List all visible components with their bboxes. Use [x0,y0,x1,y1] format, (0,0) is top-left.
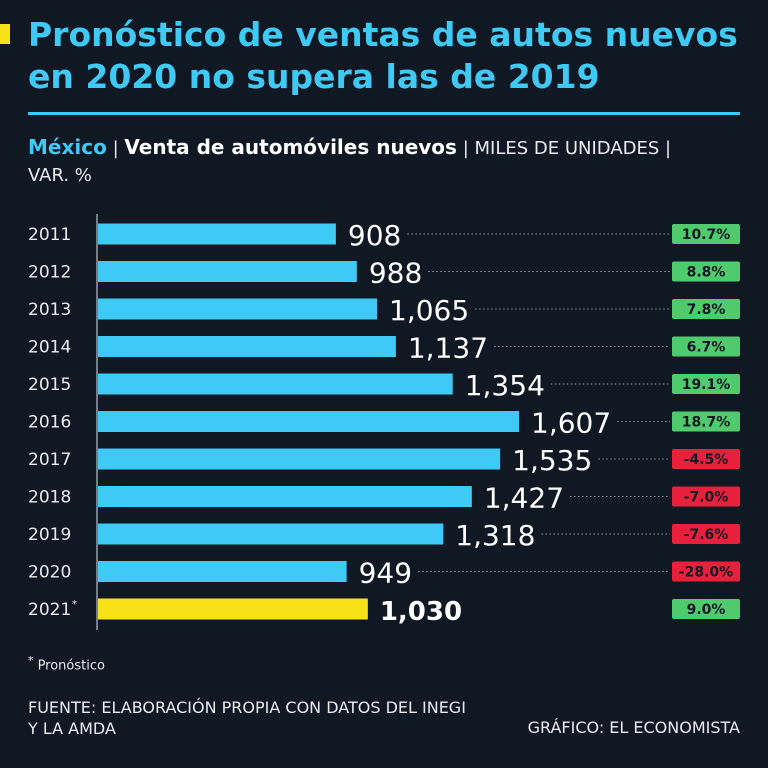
var-badge [672,599,740,619]
bar [98,373,453,395]
var-badge-label: 10.7% [682,227,731,243]
value-label: 949 [359,557,412,590]
var-badge-label: 6.7% [687,340,726,356]
year-label: 2020 [28,563,71,583]
year-label: 2021 [28,600,71,620]
subtitle-metric: Venta de automóviles nuevos [124,135,457,159]
bar [98,411,519,432]
bar [98,486,472,507]
year-label: 2016 [28,413,71,433]
bar-chart: 2011 908 10.7% 2012 988 8.8% 2013 1,065 7.8% 2014… [28,214,740,630]
value-label: 1,354 [465,369,545,402]
year-footnote-mark: * [72,599,77,610]
subtitle-separator: | [462,138,469,159]
value-label: 1,030 [380,597,462,627]
subtitle-separator: | [112,138,119,159]
bar [98,448,501,470]
var-badge-label: 18.7% [682,415,731,431]
var-badge-label: 19.1% [682,377,731,393]
var-badge-label: -7.6% [684,527,729,543]
chart-subtitle: México | Venta de automóviles nuevos | M… [28,134,748,189]
year-label: 2014 [28,338,71,358]
var-badge [672,336,740,357]
bar [98,223,336,245]
value-label: 988 [369,257,422,290]
value-label: 1,065 [389,294,469,327]
year-label: 2017 [28,450,71,470]
bar [98,598,368,620]
subtitle-separator: | [665,138,672,159]
var-badge [672,374,740,394]
var-badge-label: 8.8% [687,265,726,281]
var-badge [672,261,740,282]
footnote-text: Pronóstico [37,658,105,674]
bar [98,336,396,357]
value-label: 1,535 [512,444,592,477]
var-badge [672,224,740,244]
var-badge-label: 7.8% [687,302,726,318]
year-label: 2015 [28,375,71,395]
year-label: 2013 [28,300,71,320]
var-badge [672,561,740,582]
subtitle-units: MILES DE UNIDADES [474,138,660,159]
year-label: 2018 [28,488,71,508]
chart-title: Pronóstico de ventas de autos nuevos en … [28,15,738,96]
year-label: 2011 [28,225,71,245]
bar [98,261,357,282]
var-badge [672,486,740,507]
subtitle-country: México [28,135,107,159]
value-label: 1,137 [408,332,488,365]
var-badge [672,299,740,319]
year-label: 2012 [28,263,71,283]
var-badge-label: -4.5% [684,452,729,468]
bar [98,561,347,582]
var-badge [672,524,740,544]
footnote-mark: * [28,654,34,667]
bar [98,298,378,320]
value-label: 1,318 [455,519,535,552]
var-badge-label: -7.0% [684,490,729,506]
var-badge [672,411,740,432]
source-note: FUENTE: ELABORACIÓN PROPIA CON DATOS DEL… [28,698,466,738]
var-badge-label: 9.0% [687,602,726,618]
title-accent-marker [0,24,10,44]
var-badge [672,449,740,469]
bar [98,523,444,545]
footnote: * Pronóstico [28,654,105,673]
value-label: 908 [348,219,401,252]
subtitle-var-label: VAR. % [28,165,92,186]
title-divider [28,112,740,115]
value-label: 1,427 [484,482,564,515]
var-badge-label: -28.0% [679,565,733,581]
credit-note: GRÁFICO: EL ECONOMISTA [527,718,740,737]
year-label: 2019 [28,525,71,545]
value-label: 1,607 [531,407,611,440]
